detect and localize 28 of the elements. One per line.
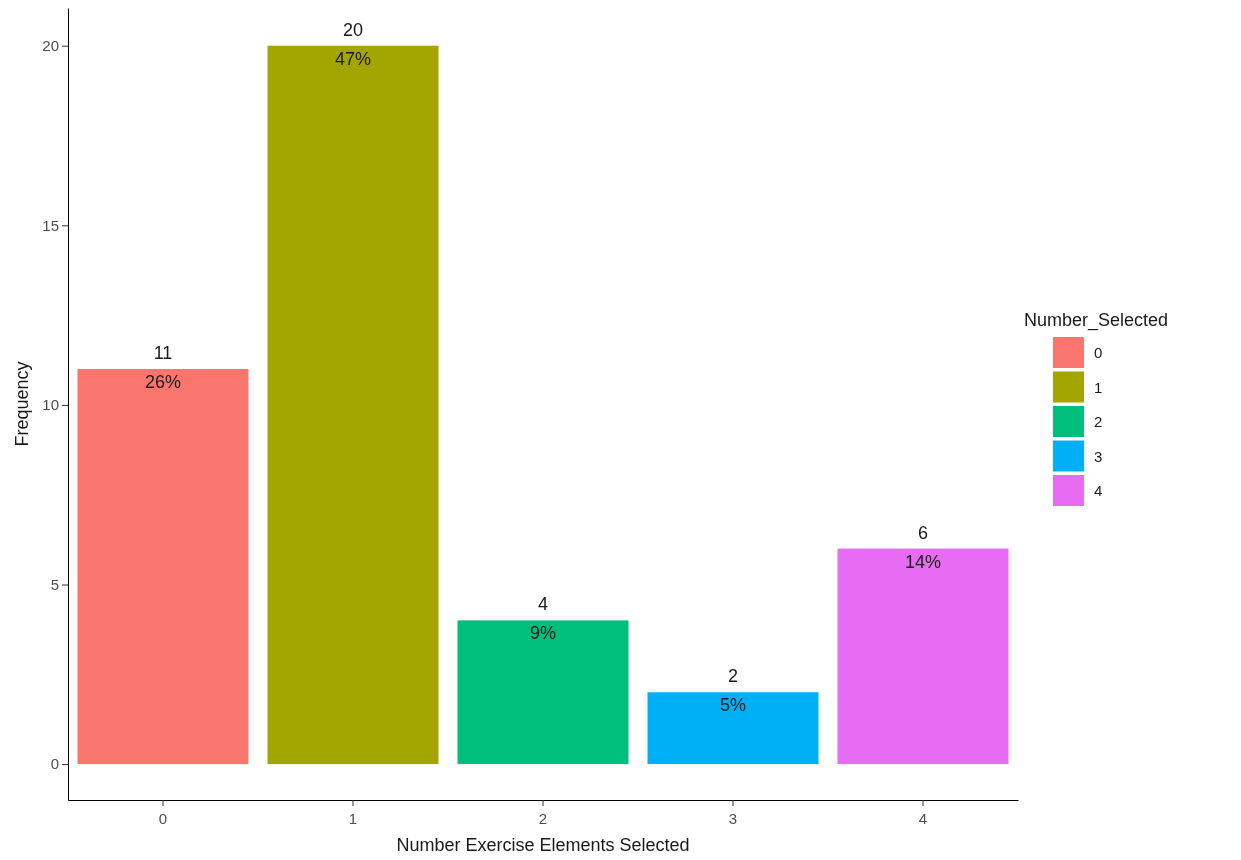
legend-label: 1 — [1094, 378, 1103, 396]
x-tick-label: 1 — [348, 810, 358, 827]
legend-title: Number_Selected — [1024, 310, 1169, 331]
annotation: 14% — [904, 551, 942, 572]
y-tick-label: 15 — [42, 216, 59, 234]
x-tick-label: 4 — [918, 810, 928, 827]
annotation: 5% — [719, 695, 747, 716]
y-tick-label: 10 — [42, 396, 59, 414]
legend-label: 0 — [1094, 344, 1103, 361]
x-tick-label: 3 — [728, 810, 738, 827]
x-tick-label: 2 — [538, 810, 548, 827]
annotation: 47% — [334, 48, 372, 69]
y-tick-label: 0 — [50, 755, 59, 773]
data-label: 6 — [917, 522, 929, 543]
y-tick-label: 5 — [50, 575, 59, 593]
legend-label: 2 — [1094, 413, 1103, 430]
annotation: 9% — [529, 623, 557, 644]
data-label: 4 — [537, 594, 549, 615]
data-label: 2 — [727, 666, 739, 687]
data-label: 11 — [153, 342, 173, 363]
annotation: 26% — [144, 371, 182, 392]
legend-label: 4 — [1094, 482, 1103, 499]
x-axis-title: Number Exercise Elements Selected — [396, 835, 690, 855]
legend-label: 3 — [1094, 447, 1103, 465]
y-tick-label: 20 — [42, 37, 59, 55]
data-label: 20 — [342, 19, 364, 40]
x-tick-label: 0 — [158, 810, 168, 827]
y-axis-title: Frequency — [12, 361, 32, 447]
